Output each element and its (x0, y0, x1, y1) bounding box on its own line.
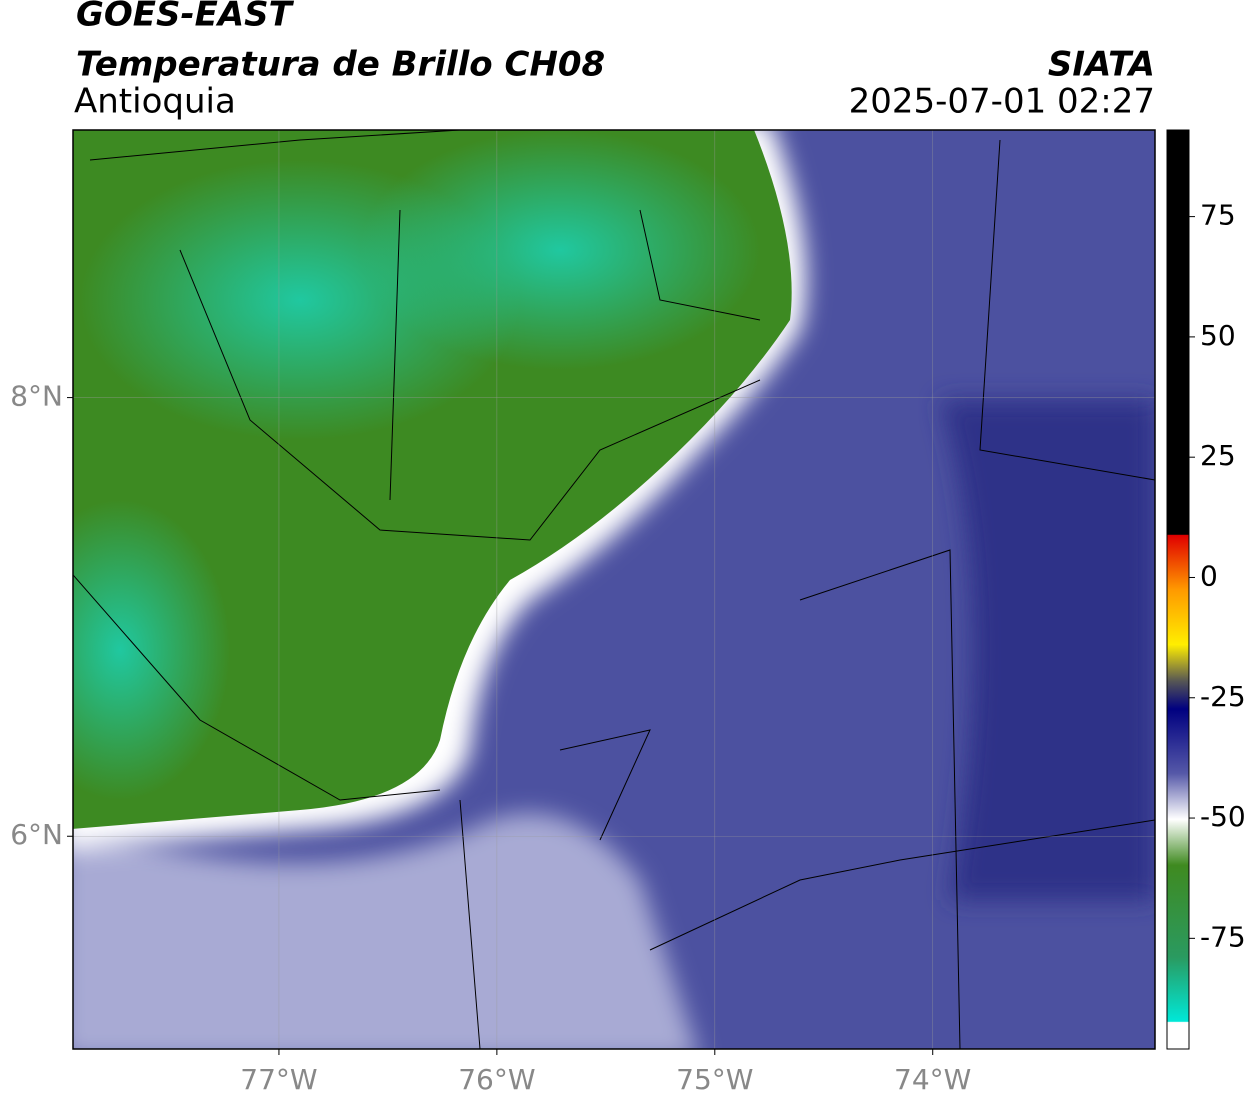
lon-label: 76°W (458, 1063, 535, 1096)
colorbar-label: -75 (1200, 920, 1246, 953)
lat-label: 6°N (10, 818, 63, 851)
datetime: 2025-07-01 02:27 (849, 82, 1155, 122)
colorbar-label: 0 (1200, 559, 1218, 592)
graticule (73, 130, 1155, 1049)
colorbar (1166, 129, 1190, 1050)
lon-label: 77°W (240, 1063, 317, 1096)
satellite-image (73, 130, 1155, 1049)
title: GOES-EAST (76, 0, 295, 35)
lon-label: 74°W (894, 1063, 971, 1096)
colorbar-label: -25 (1200, 680, 1246, 713)
colorbar-label: 50 (1200, 319, 1236, 352)
header: GOES-EAST Temperatura de Brillo CH08 Ant… (74, 0, 1155, 122)
subtitle: Temperatura de Brillo CH08 (76, 45, 605, 85)
colorbar-label: -50 (1200, 800, 1246, 833)
source: SIATA (1048, 45, 1155, 85)
region: Antioquia (74, 82, 236, 122)
colorbar-label: 75 (1200, 199, 1236, 232)
colorbar-label: 25 (1200, 439, 1236, 472)
lon-label: 75°W (676, 1063, 753, 1096)
lat-label: 8°N (10, 380, 63, 413)
map-frame (72, 129, 1156, 1050)
